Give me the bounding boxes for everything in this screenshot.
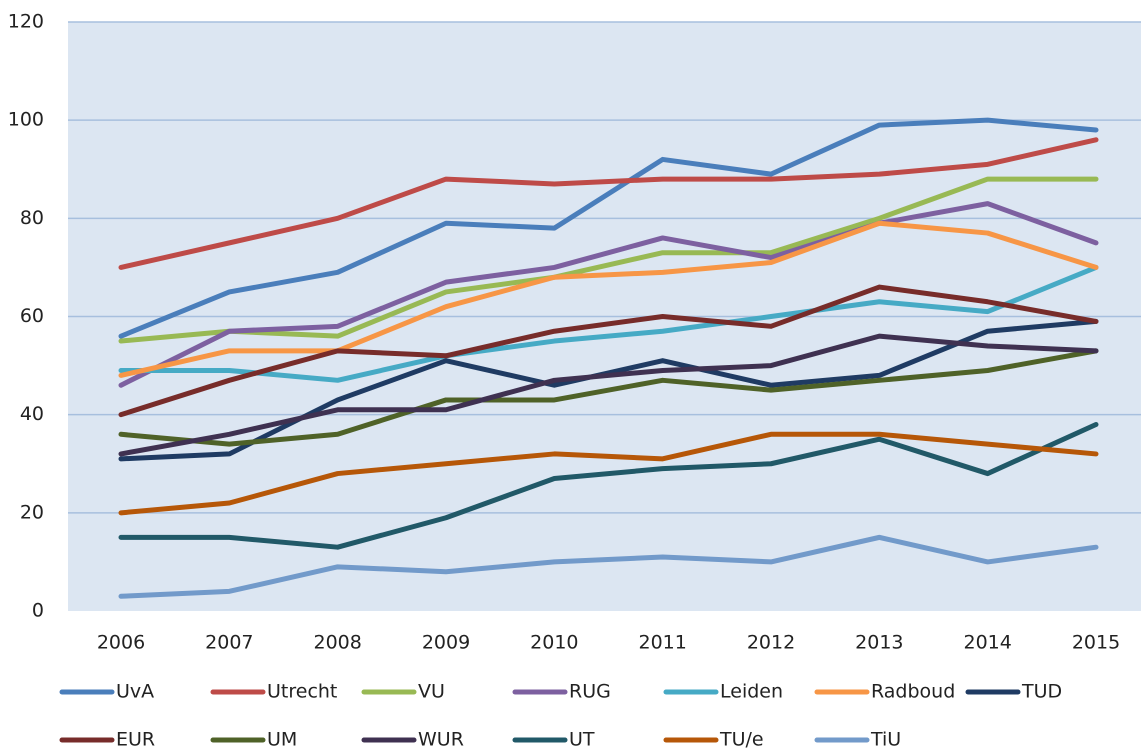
y-tick-label: 20 (20, 501, 44, 523)
legend-label: UT (569, 729, 595, 751)
series-line (118, 534, 1099, 599)
series-line (118, 201, 1099, 388)
x-tick-label: 2008 (313, 632, 361, 654)
legend-label: TiU (870, 729, 901, 751)
x-tick-label: 2006 (97, 632, 145, 654)
series-line (118, 264, 1099, 383)
x-tick-label: 2007 (205, 632, 253, 654)
y-tick-label: 80 (20, 207, 44, 229)
legend-label: TUD (1021, 681, 1062, 703)
legend-label: Radboud (871, 681, 955, 703)
legend-label: EUR (116, 729, 155, 751)
legend-label: RUG (569, 681, 611, 703)
x-tick-label: 2015 (1072, 632, 1120, 654)
y-tick-label: 100 (8, 109, 44, 131)
y-tick-label: 60 (20, 305, 44, 327)
legend-label: WUR (418, 729, 464, 751)
legend-label: VU (418, 681, 445, 703)
series-line (118, 431, 1099, 516)
x-tick-label: 2013 (855, 632, 903, 654)
x-tick-label: 2012 (747, 632, 795, 654)
legend-label: Leiden (720, 681, 783, 703)
x-tick-label: 2009 (422, 632, 470, 654)
series-line (118, 348, 1099, 447)
x-tick-label: 2011 (638, 632, 686, 654)
y-tick-label: 40 (20, 403, 44, 425)
y-tick-label: 0 (32, 600, 44, 622)
series-line (118, 176, 1099, 344)
legend-label: Utrecht (267, 681, 337, 703)
series-line (118, 421, 1099, 550)
legend-label: UvA (116, 681, 154, 703)
y-tick-label: 120 (8, 11, 44, 33)
legend-label: UM (267, 729, 297, 751)
series-line (118, 117, 1099, 339)
x-tick-label: 2014 (963, 632, 1011, 654)
series-line (118, 137, 1099, 270)
series-line (118, 220, 1099, 378)
x-tick-label: 2010 (530, 632, 578, 654)
series-line (118, 284, 1099, 418)
series-line (118, 333, 1099, 457)
legend-label: TU/e (719, 729, 764, 751)
